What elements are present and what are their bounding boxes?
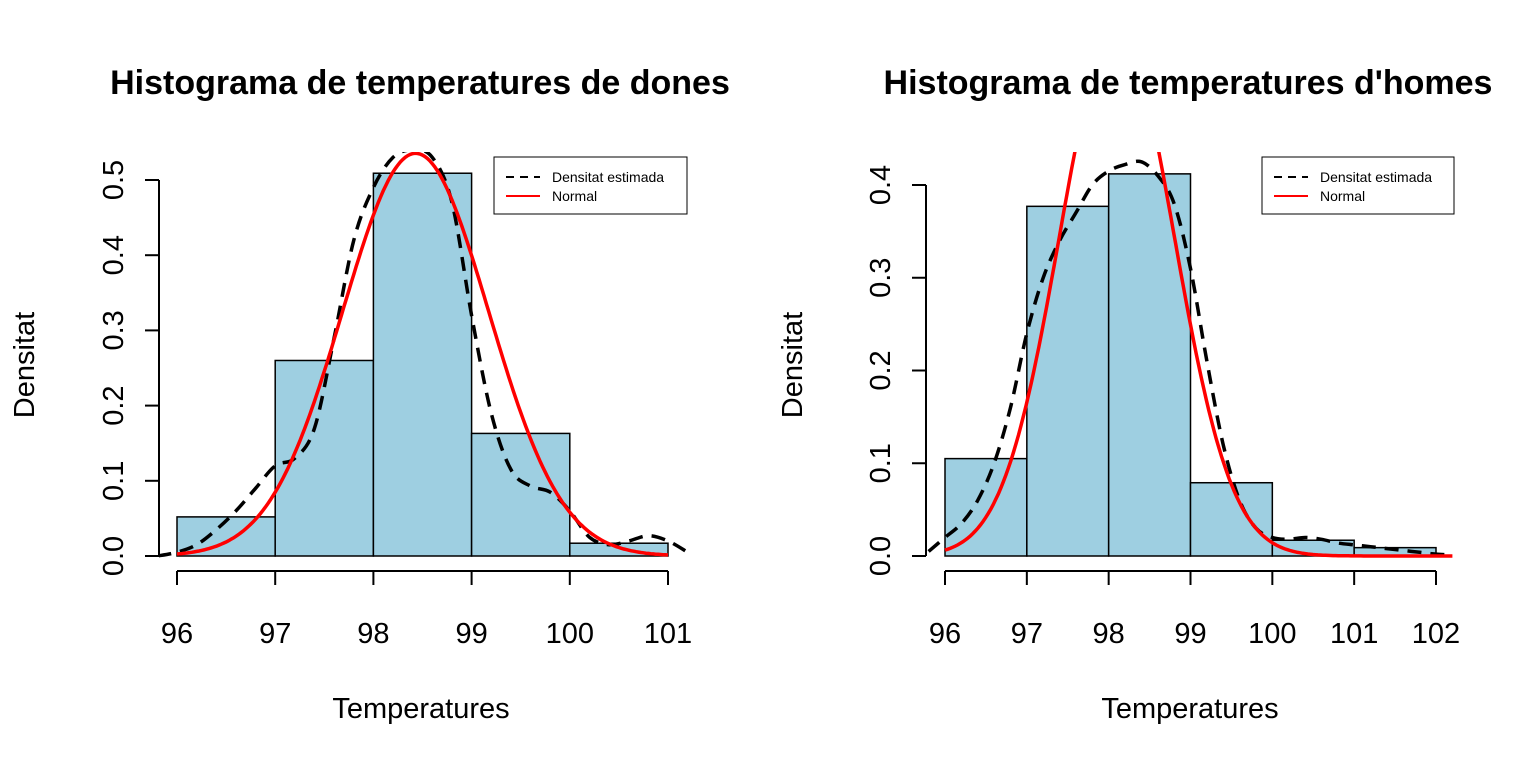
x-tick-label: 97 xyxy=(259,618,291,650)
x-tick-label: 97 xyxy=(1011,618,1043,650)
legend: Densitat estimada Normal xyxy=(1261,156,1455,215)
x-tick-label: 99 xyxy=(1174,618,1206,650)
y-axis-title: Densitat xyxy=(777,312,809,418)
y-tick-label: 0.2 xyxy=(865,350,897,390)
y-tick-label: 0.3 xyxy=(98,310,130,350)
panel-men: Histograma de temperatures d'homes 96 97 9… xyxy=(777,64,1493,725)
axes: 96 97 98 99 100 101 0.0 0.1 0.2 0.3 0.4 0.5 xyxy=(98,160,692,650)
legend-label: Densitat estimada xyxy=(1320,169,1432,185)
histogram-bars xyxy=(176,172,669,557)
y-tick-label: 0.4 xyxy=(865,165,897,205)
density-curves xyxy=(927,152,1453,558)
histogram-bar xyxy=(1107,173,1192,557)
density-curve xyxy=(159,152,688,558)
histogram-bar xyxy=(274,359,375,557)
histogram-bar xyxy=(1026,205,1110,557)
y-tick-label: 0.1 xyxy=(865,443,897,483)
legend-box xyxy=(493,156,688,215)
histogram-bars xyxy=(944,173,1437,557)
panel-women: Histograma de temperatures de dones 96 97… xyxy=(9,64,730,725)
x-axis-title: Temperatures xyxy=(1101,693,1278,725)
legend: Densitat estimada Normal xyxy=(493,156,688,215)
legend-label: Normal xyxy=(552,188,597,204)
legend-label: Normal xyxy=(1320,188,1365,204)
legend-label: Densitat estimada xyxy=(552,169,664,185)
y-tick-label: 0.0 xyxy=(98,536,130,576)
histogram-bar xyxy=(176,516,276,557)
histogram-bar xyxy=(470,432,571,557)
y-tick-label: 0.4 xyxy=(98,235,130,275)
x-tick-label: 100 xyxy=(546,618,594,650)
y-tick-label: 0.2 xyxy=(98,385,130,425)
x-tick-label: 99 xyxy=(455,618,487,650)
legend-box xyxy=(1261,156,1455,215)
x-tick-label: 98 xyxy=(357,618,389,650)
x-tick-label: 96 xyxy=(161,618,193,650)
chart-title: Histograma de temperatures de dones xyxy=(110,64,730,102)
normal-curve xyxy=(176,152,669,557)
x-tick-label: 101 xyxy=(644,618,692,650)
normal-curve xyxy=(944,152,1453,558)
x-tick-label: 102 xyxy=(1412,618,1460,650)
y-tick-label: 0.1 xyxy=(98,461,130,501)
y-tick-label: 0.3 xyxy=(865,258,897,298)
x-tick-label: 98 xyxy=(1093,618,1125,650)
y-axis-title: Densitat xyxy=(9,312,41,418)
histogram-bar xyxy=(1189,481,1274,557)
x-tick-label: 96 xyxy=(929,618,961,650)
x-tick-label: 101 xyxy=(1330,618,1378,650)
histogram-bar xyxy=(944,457,1028,557)
density-curves xyxy=(159,152,688,558)
density-curve xyxy=(927,159,1453,557)
x-tick-label: 100 xyxy=(1248,618,1296,650)
chart-title: Histograma de temperatures d'homes xyxy=(884,64,1493,102)
y-tick-label: 0.5 xyxy=(98,160,130,200)
x-axis-title: Temperatures xyxy=(332,693,509,725)
axes: 96 97 98 99 100 101 102 0.0 0.1 0.2 0.3 0.4 xyxy=(865,165,1460,650)
histogram-bar xyxy=(372,172,473,557)
y-tick-label: 0.0 xyxy=(865,536,897,576)
